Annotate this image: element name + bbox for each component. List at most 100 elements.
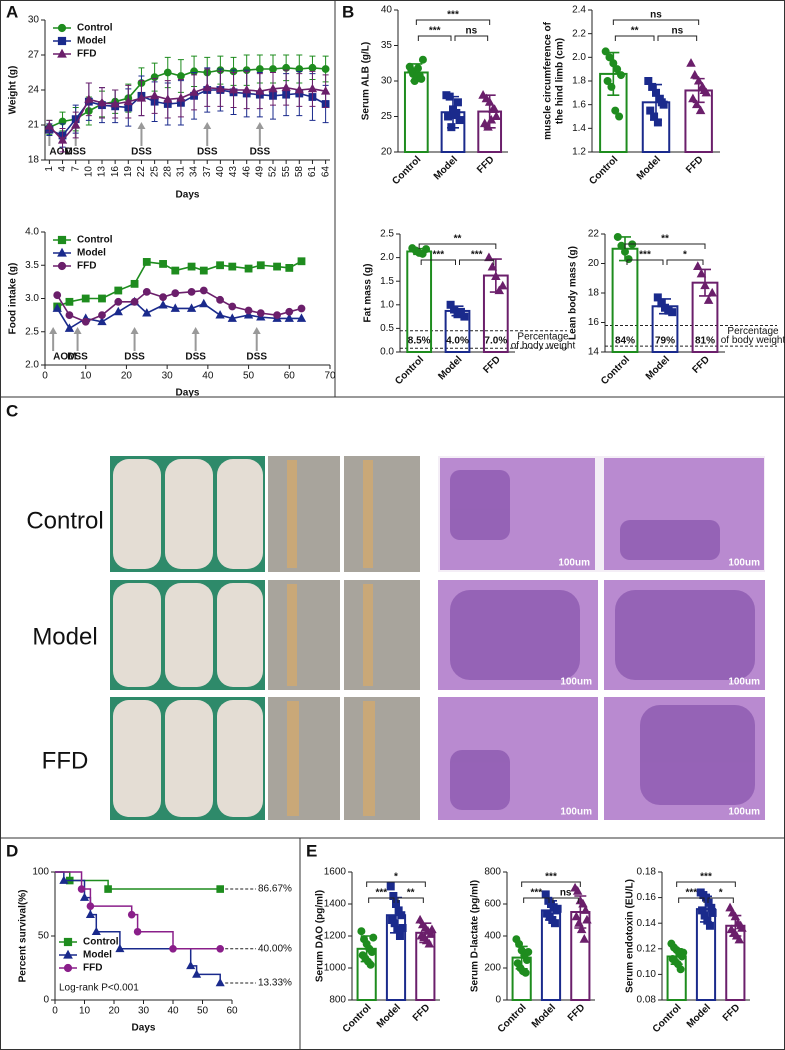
note: Percentage [727,326,779,337]
y-tick-label: 50 [38,931,50,942]
significance-label: ** [407,888,415,899]
marker [308,63,317,72]
y-tick-label: 0.08 [637,995,657,1006]
significance-bracket [678,897,705,903]
marker [450,111,459,120]
x-tick-label: FFD [721,1002,743,1024]
y-tick-label: 21 [28,120,40,131]
y-tick-label: 24 [28,85,40,96]
end-label: 40.00% [258,943,292,954]
end-label: 86.67% [258,884,292,895]
x-tick-label: 40 [202,371,214,382]
x-tick-label: Model [644,354,672,382]
legend-marker [57,36,67,46]
y-tick-label: 18 [588,288,600,299]
y-tick-label: 2.2 [572,28,586,39]
y-tick-label: 0 [495,995,501,1006]
x-tick-label: FFD [475,154,497,176]
marker [407,66,416,75]
series-line [49,89,326,137]
percentage-label: 81% [695,336,715,347]
marker [244,264,253,273]
x-tick-label: Control [651,1002,684,1035]
x-tick-label: 40 [167,1006,179,1017]
marker [397,911,406,920]
marker [97,316,107,326]
marker [158,300,168,309]
x-tick-label: 1 [44,166,55,172]
x-tick-label: 10 [83,166,94,178]
marker [256,309,265,318]
marker [653,118,662,127]
marker [703,295,714,304]
marker [386,882,395,891]
marker [576,924,587,934]
significance-bracket [612,19,700,25]
marker [297,304,306,313]
significance-label: *** [432,250,444,261]
marker [104,885,112,893]
marker [114,286,123,295]
marker [216,944,225,953]
marker [494,285,505,295]
marker [615,112,624,121]
marker [142,258,151,266]
marker [424,938,435,948]
y-axis-label: Serum endotoxin (EU/L) [625,879,636,993]
marker [189,87,199,96]
y-tick-label: 800 [329,995,346,1006]
legend-label: Model [77,248,106,259]
marker [242,84,252,94]
marker [737,923,747,932]
marker [79,892,90,901]
marker [192,969,202,978]
significance-bracket [454,35,489,41]
x-axis-label: Days [176,190,200,201]
series-line [48,86,326,142]
y-axis-label: Lean body mass (g) [568,246,579,340]
legend-label: Model [77,36,106,47]
y-tick-label: 600 [484,899,501,910]
marker [169,944,177,953]
marker [578,898,588,908]
x-tick-label: 0 [42,371,48,382]
arrow-head [73,327,82,334]
marker [142,308,152,317]
marker [617,71,626,80]
marker [97,97,107,107]
marker [65,297,74,306]
marker [601,47,610,56]
panel-label: C [6,401,18,420]
marker [273,311,281,320]
marker [130,279,139,288]
y-tick-label: 0.10 [637,969,657,980]
marker [149,90,160,100]
marker [81,317,90,326]
x-tick-label: Control [390,154,423,187]
marker [679,948,688,957]
marker [227,313,237,322]
marker [395,931,404,940]
marker [696,268,707,278]
marker [574,918,584,927]
significance-label: *** [530,888,542,899]
marker [142,287,151,296]
marker [367,947,376,956]
y-axis-label: Serum DAO (pg/ml) [315,890,326,982]
x-tick-label: 64 [320,166,331,178]
significance-bracket [521,881,581,887]
marker [216,295,224,304]
marker [730,911,741,921]
marker [389,891,398,900]
y-axis-label: Weight (g) [8,66,19,115]
y-tick-label: 30 [28,15,40,26]
annotation: DSS [246,352,267,363]
y-tick-label: 2.0 [572,52,586,63]
y-tick-label: 30 [381,76,393,87]
marker [187,287,196,296]
scale-label: 100um [558,558,590,569]
y-tick-label: 0.18 [637,867,657,878]
marker [489,104,500,113]
marker [269,65,277,73]
x-tick-label: 13 [97,166,108,178]
